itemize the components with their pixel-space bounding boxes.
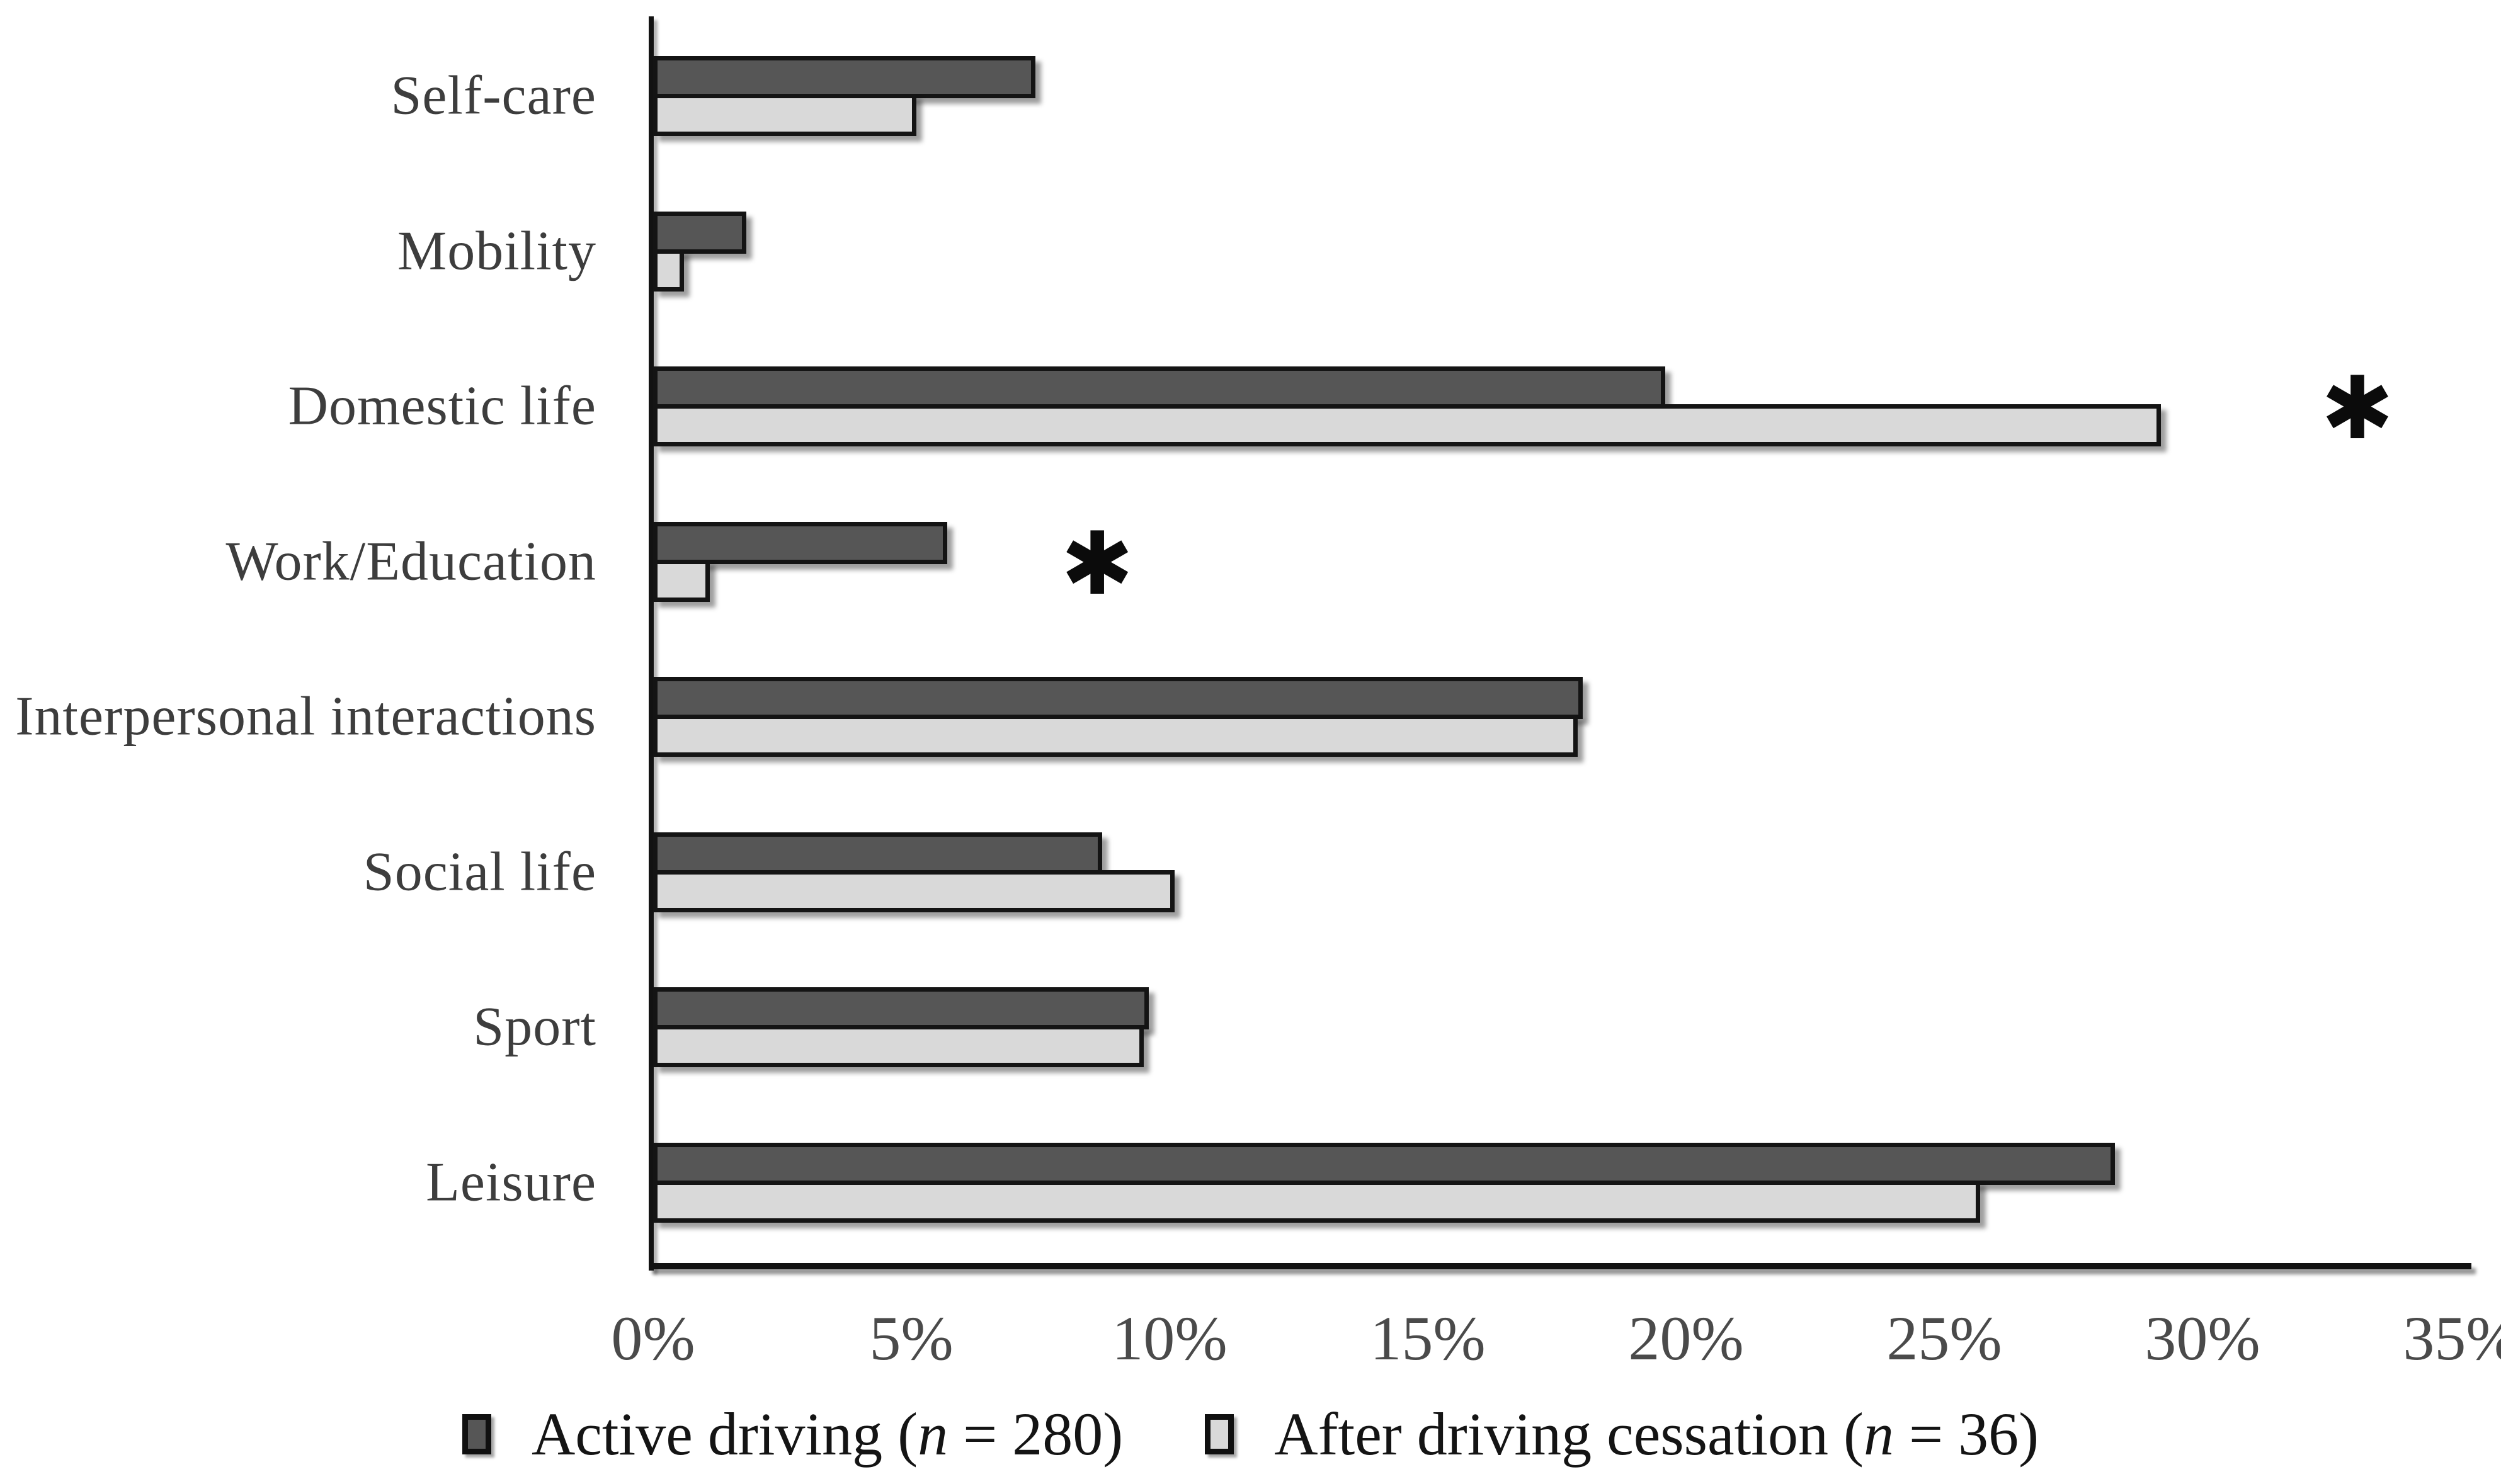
category-label-leisure: Leisure <box>426 1152 596 1213</box>
bar-after-driving-cessation-leisure <box>653 1180 1981 1223</box>
legend-label-active-driving: Active driving (n = 280) <box>531 1400 1124 1468</box>
category-label-domestic-life: Domestic life <box>288 375 596 437</box>
significance-asterisk-domestic-life: ✱ <box>2321 358 2394 460</box>
plot-area <box>653 21 2461 1262</box>
x-axis-line <box>649 1263 2471 1269</box>
legend-label-after-cessation: After driving cessation (n = 36) <box>1274 1400 2039 1468</box>
bar-after-driving-cessation-domestic-life <box>653 404 2162 447</box>
bar-after-driving-cessation-work-education <box>653 559 710 602</box>
x-tick-label-6: 30% <box>2145 1303 2260 1373</box>
x-tick-label-1: 5% <box>869 1303 954 1373</box>
bar-after-driving-cessation-interpersonal-interactions <box>653 715 1578 757</box>
bar-active-driving-mobility <box>653 211 746 254</box>
bar-active-driving-sport <box>653 987 1149 1030</box>
legend-item-active-driving: Active driving (n = 280) <box>462 1399 1123 1469</box>
bar-after-driving-cessation-social-life <box>653 869 1175 912</box>
category-label-social-life: Social life <box>363 841 596 903</box>
x-tick-label-3: 15% <box>1370 1303 1486 1373</box>
bar-active-driving-self-care <box>653 56 1035 99</box>
significance-asterisk-work-education: ✱ <box>1061 513 1134 615</box>
bar-after-driving-cessation-mobility <box>653 249 685 292</box>
x-tick-label-0: 0% <box>611 1303 695 1373</box>
legend-item-after-cessation: After driving cessation (n = 36) <box>1205 1399 2039 1469</box>
category-label-work-education: Work/Education <box>225 531 596 592</box>
category-label-interpersonal-interactions: Interpersonal interactions <box>15 686 596 747</box>
bar-active-driving-social-life <box>653 832 1103 875</box>
x-tick-label-5: 25% <box>1886 1303 2002 1373</box>
bar-after-driving-cessation-sport <box>653 1025 1144 1068</box>
bar-active-driving-work-education <box>653 521 948 564</box>
legend-swatch-after-cessation <box>1205 1413 1234 1454</box>
legend-swatch-active-driving <box>462 1413 491 1454</box>
category-label-mobility: Mobility <box>397 220 596 282</box>
bar-active-driving-domestic-life <box>653 366 1666 409</box>
x-tick-label-2: 10% <box>1112 1303 1228 1373</box>
category-label-sport: Sport <box>473 996 596 1058</box>
category-label-self-care: Self-care <box>390 65 596 127</box>
legend: Active driving (n = 280) After driving c… <box>0 1399 2501 1469</box>
bar-active-driving-leisure <box>653 1142 2115 1185</box>
bar-after-driving-cessation-self-care <box>653 94 917 137</box>
y-axis-line <box>649 16 654 1271</box>
bar-active-driving-interpersonal-interactions <box>653 677 1583 720</box>
x-tick-label-7: 35% <box>2403 1303 2501 1373</box>
x-tick-label-4: 20% <box>1628 1303 1744 1373</box>
